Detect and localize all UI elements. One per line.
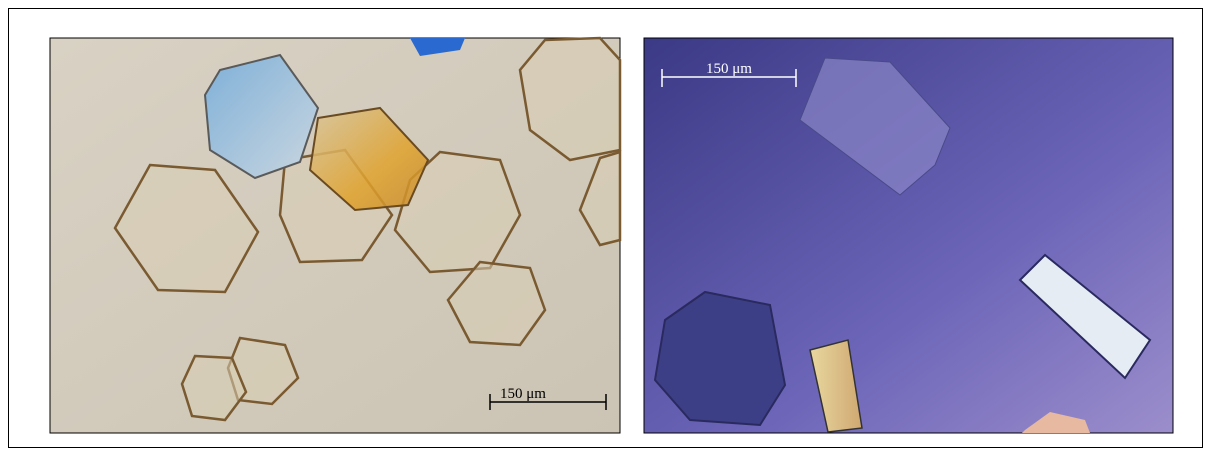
crystal — [308, 106, 430, 212]
crystal — [809, 339, 863, 433]
scale-bar — [661, 69, 797, 87]
scale-bar-label: 150 μm — [706, 61, 752, 77]
crystal — [653, 290, 787, 427]
scale-bar-label: 150 μm — [500, 386, 546, 402]
crystal — [410, 38, 465, 56]
crystal — [1022, 412, 1090, 433]
crystal — [203, 53, 320, 180]
crystals — [113, 36, 622, 422]
crystal — [799, 57, 951, 196]
right-panel: 150 μm — [643, 37, 1174, 434]
left-panel: 150 μm — [49, 36, 622, 434]
scale-bar — [489, 394, 607, 410]
crystal — [1018, 253, 1152, 380]
